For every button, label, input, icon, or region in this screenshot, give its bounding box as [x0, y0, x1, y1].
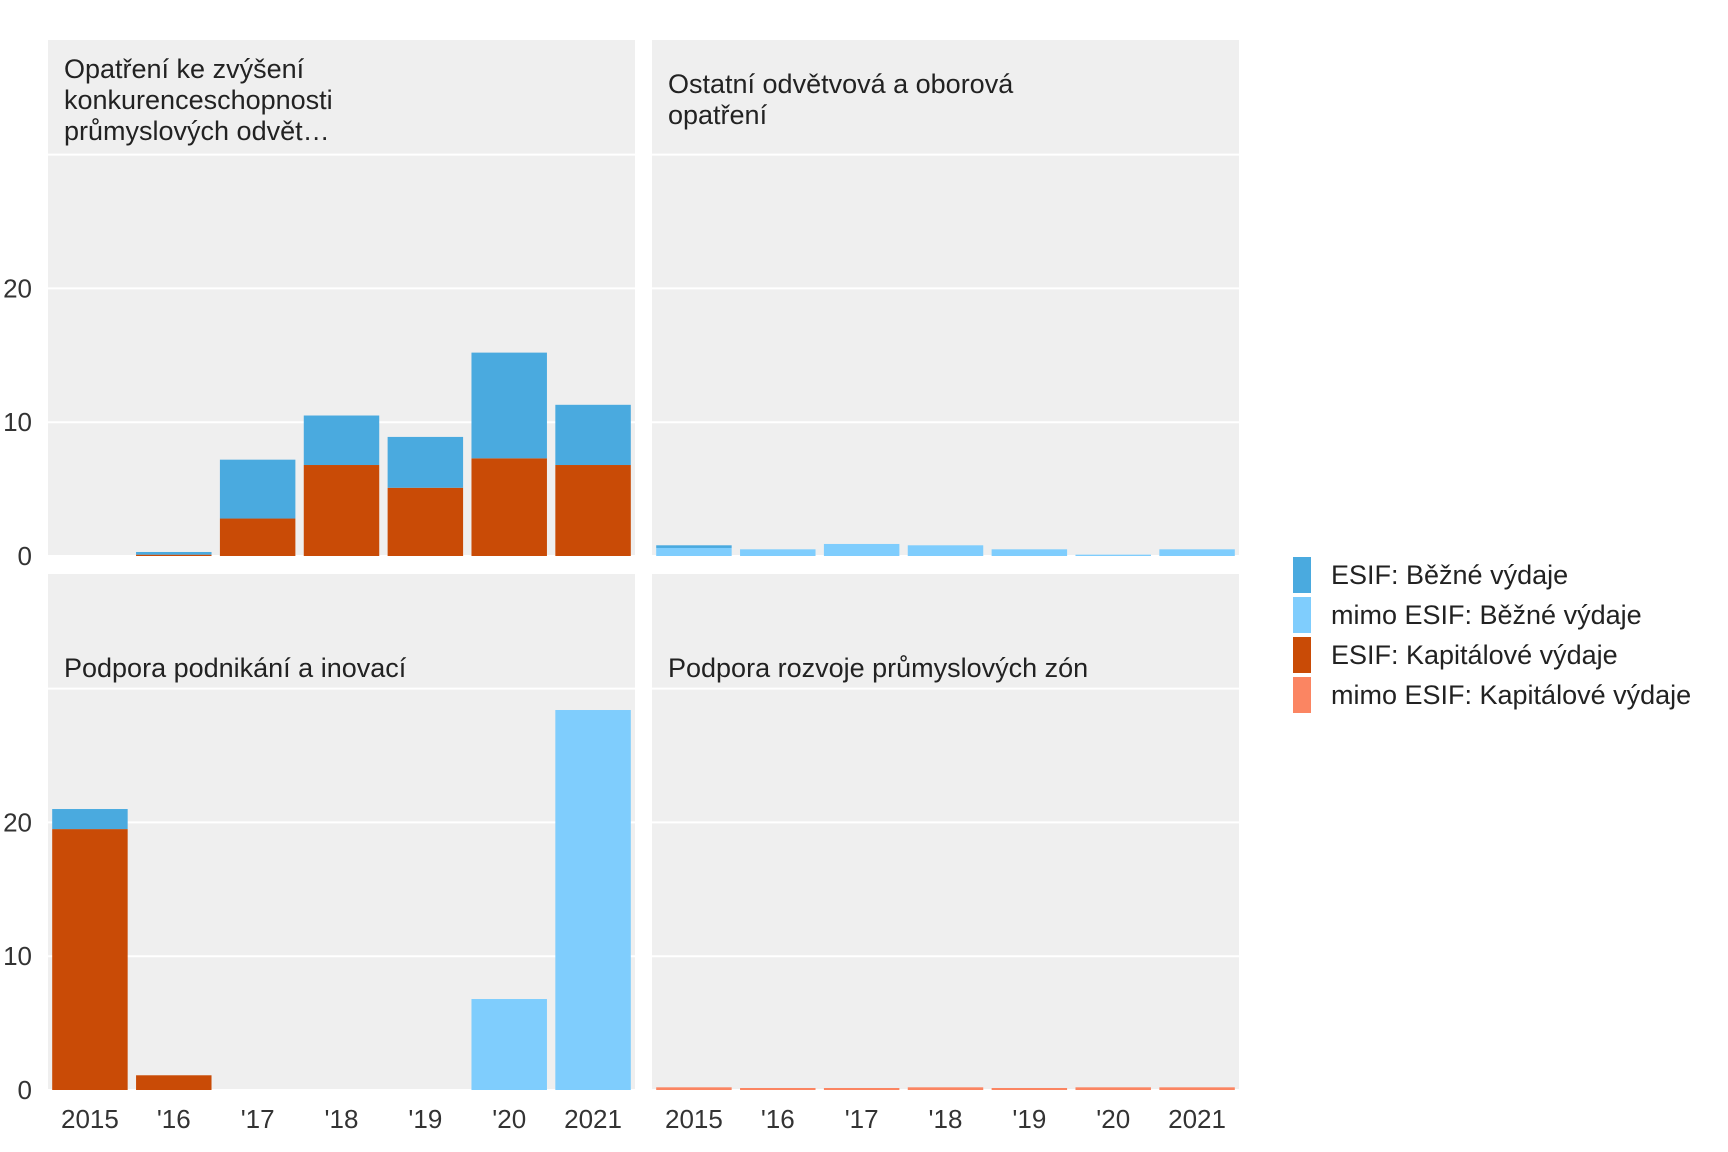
legend-item-esif-bezne: ESIF: Běžné výdaje — [1293, 555, 1691, 595]
bar-segment — [471, 458, 547, 556]
x-tick-label: '20 — [492, 1104, 526, 1134]
legend-label: ESIF: Kapitálové výdaje — [1331, 639, 1618, 670]
bar-segment — [219, 459, 296, 519]
bar-segment — [1075, 1087, 1151, 1090]
bar-segment — [656, 1087, 732, 1090]
bar-segment — [1159, 549, 1235, 556]
bar-segment — [823, 543, 900, 556]
bar-segment — [219, 518, 296, 556]
bar-segment — [52, 829, 128, 1090]
facet-panel: Ostatní odvětvová a oborová opatření — [652, 40, 1239, 557]
bar-segment — [136, 551, 212, 555]
legend-label: mimo ESIF: Běžné výdaje — [1331, 599, 1642, 630]
bar-segment — [1159, 1087, 1235, 1090]
bar-segment — [991, 549, 1068, 556]
bar-segment — [991, 1087, 1068, 1090]
facet-title: Podpora rozvoje průmyslových zón — [668, 653, 1088, 683]
x-tick-label: 2015 — [61, 1104, 119, 1134]
bar-segment — [136, 554, 212, 556]
y-tick-label: 0 — [18, 541, 32, 571]
facet-panel: Podpora rozvoje průmyslových zón 2015 '16 '… — [652, 574, 1239, 1134]
facet-panel: Opatření ke zvýšení konkurenceschopnosti p… — [3, 40, 635, 571]
facet-panel: Podpora podnikání a inovací 0 10 20 2015 '16 '… — [3, 574, 635, 1134]
bar-segment — [136, 1075, 212, 1090]
legend: ESIF: Běžné výdaje mimo ESIF: Běžné výda… — [1293, 555, 1691, 715]
bar-segment — [52, 809, 128, 830]
bar-segment — [387, 487, 464, 556]
x-tick-label: '17 — [845, 1104, 879, 1134]
y-tick-label: 20 — [3, 807, 32, 837]
legend-swatch — [1293, 677, 1311, 713]
panel-background — [652, 574, 1239, 1090]
x-tick-label: '16 — [761, 1104, 795, 1134]
bar-segment — [907, 1087, 984, 1090]
x-tick-label: 2021 — [564, 1104, 622, 1134]
bar-segment — [387, 436, 464, 488]
facet-title: Opatření ke zvýšení konkurenceschopnosti p… — [64, 54, 333, 146]
facet-title: Podpora podnikání a inovací — [64, 653, 407, 683]
x-tick-label: 2015 — [665, 1104, 723, 1134]
y-tick-label: 10 — [3, 941, 32, 971]
facet-title: Ostatní odvětvová a oborová opatření — [668, 69, 1014, 130]
x-tick-label: 2021 — [1168, 1104, 1226, 1134]
panel-background — [652, 40, 1239, 556]
x-tick-label: '19 — [408, 1104, 442, 1134]
bar-segment — [656, 545, 732, 548]
legend-item-esif-kapitalove: ESIF: Kapitálové výdaje — [1293, 635, 1691, 675]
x-tick-label: '16 — [157, 1104, 191, 1134]
bar-segment — [303, 465, 380, 556]
y-tick-label: 0 — [18, 1075, 32, 1105]
bar-segment — [303, 415, 380, 466]
legend-item-mimo-esif-kapitalove: mimo ESIF: Kapitálové výdaje — [1293, 675, 1691, 715]
x-tick-label: '17 — [241, 1104, 275, 1134]
legend-swatch — [1293, 597, 1311, 633]
bar-segment — [823, 1087, 900, 1090]
x-tick-label: '19 — [1012, 1104, 1046, 1134]
bar-segment — [555, 465, 631, 556]
bar-segment — [471, 999, 547, 1090]
legend-swatch — [1293, 637, 1311, 673]
bar-segment — [740, 1087, 816, 1090]
y-tick-label: 10 — [3, 407, 32, 437]
bar-segment — [555, 710, 631, 1090]
x-tick-label: '18 — [929, 1104, 963, 1134]
legend-item-mimo-esif-bezne: mimo ESIF: Běžné výdaje — [1293, 595, 1691, 635]
legend-swatch — [1293, 557, 1311, 593]
y-tick-label: 20 — [3, 273, 32, 303]
bar-segment — [656, 547, 732, 556]
legend-label: ESIF: Běžné výdaje — [1331, 559, 1569, 590]
x-tick-label: '18 — [325, 1104, 359, 1134]
bar-segment — [471, 352, 547, 459]
legend-label: mimo ESIF: Kapitálové výdaje — [1331, 679, 1692, 710]
bar-segment — [555, 404, 631, 466]
bar-segment — [1075, 554, 1151, 556]
bar-segment — [740, 549, 816, 556]
x-tick-label: '20 — [1096, 1104, 1130, 1134]
bar-segment — [907, 545, 984, 556]
